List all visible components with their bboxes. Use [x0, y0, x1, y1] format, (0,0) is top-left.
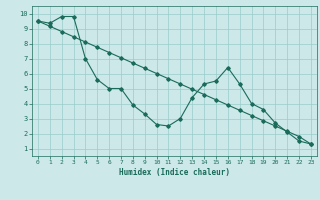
X-axis label: Humidex (Indice chaleur): Humidex (Indice chaleur)	[119, 168, 230, 177]
